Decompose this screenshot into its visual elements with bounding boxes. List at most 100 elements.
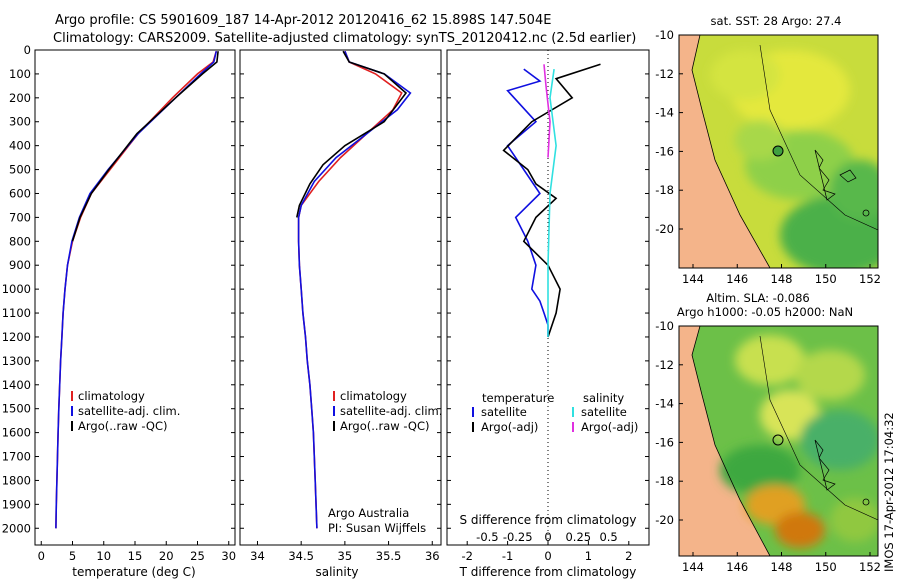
- map-x-tick-label: 144: [682, 272, 704, 286]
- sla-map-title-line-2: Argo h1000: -0.05 h2000: NaN: [677, 305, 853, 319]
- y-tick-label: 100: [9, 67, 31, 81]
- map-y-tick-label: -16: [655, 435, 674, 449]
- x-top-tick-label: -0.5: [476, 530, 498, 544]
- y-tick-label: 1200: [2, 330, 31, 344]
- y-tick-label: 300: [9, 115, 31, 129]
- y-tick-label: 600: [9, 186, 31, 200]
- argo-position-marker: [772, 434, 784, 446]
- x-tick-label: 15: [128, 549, 143, 563]
- map-x-tick-label: 148: [771, 272, 793, 286]
- series-line-climatology: [55, 50, 218, 529]
- sla-map-title-line-1: Altim. SLA: -0.086: [706, 291, 810, 305]
- y-tick-label: 1300: [2, 354, 31, 368]
- y-tick-label: 400: [9, 139, 31, 153]
- series-line-satellite: [547, 68, 557, 337]
- x-tick-label: 25: [190, 549, 205, 563]
- legend-label: satellite-adj. clim.: [340, 404, 442, 418]
- series-line-argo-raw-qc-: [296, 50, 408, 218]
- sla-map: Altim. SLA: -0.086 Argo h1000: -0.05 h20…: [655, 291, 881, 574]
- map-y-tick-label: -18: [655, 474, 674, 488]
- x-tick-label: 5: [69, 549, 76, 563]
- y-tick-label: 900: [9, 258, 31, 272]
- y-tick-label: 200: [9, 91, 31, 105]
- side-timestamp: IMOS 17-Apr-2012 17:04:32: [882, 412, 896, 572]
- x-tick-label: 0: [544, 549, 551, 563]
- plot-frame: [239, 49, 442, 546]
- legend-label: Argo(..raw -QC): [78, 419, 168, 433]
- map-y-tick-label: -20: [655, 222, 674, 236]
- series-line-argo-adj-: [543, 64, 551, 158]
- series-line-argo-raw-qc-: [71, 51, 219, 242]
- salinity-xlabel: salinity: [315, 565, 358, 579]
- salinity-panel: 34 34.5 35 35.5 36 climatologysatellite-adj. …: [239, 49, 442, 563]
- y-tick-label: 700: [9, 210, 31, 224]
- x-top-tick-label: 0.5: [599, 530, 617, 544]
- series-line-argo-adj-: [502, 63, 601, 338]
- map-y-tick-label: -12: [655, 67, 674, 81]
- map-y-tick-label: -18: [655, 183, 674, 197]
- y-tick-label: 1700: [2, 450, 31, 464]
- sst-map-title: sat. SST: 28 Argo: 27.4: [711, 14, 842, 28]
- map-y-tick-label: -20: [655, 513, 674, 527]
- legend-label: satellite-adj. clim.: [78, 404, 180, 418]
- legend-title: salinity: [583, 391, 624, 405]
- salinity-annotation-line-1: Argo Australia: [328, 506, 409, 520]
- legend-label: Argo(..raw -QC): [340, 419, 430, 433]
- x-tick-label: 20: [159, 549, 174, 563]
- x-tick-label: 30: [221, 549, 236, 563]
- y-tick-label: 1000: [2, 282, 31, 296]
- map-x-tick-label: 146: [726, 560, 748, 574]
- x-tick-label: 34: [250, 549, 265, 563]
- salinity-annotation-line-2: PI: Susan Wijffels: [328, 521, 426, 535]
- legend-title: temperature: [482, 391, 554, 405]
- x-tick-label: 2: [625, 549, 632, 563]
- map-y-tick-label: -10: [655, 28, 674, 42]
- x-tick-label: 10: [96, 549, 111, 563]
- x-tick-label: 1: [585, 549, 592, 563]
- difference-xlabel-top: S difference from climatology: [460, 513, 637, 527]
- map-x-tick-label: 144: [682, 560, 704, 574]
- map-x-tick-label: 150: [815, 272, 837, 286]
- x-tick-label: 35.5: [376, 549, 402, 563]
- y-tick-label: 1400: [2, 378, 31, 392]
- x-top-tick-label: -0.25: [503, 530, 533, 544]
- x-top-tick-label: 0.25: [565, 530, 591, 544]
- series-line-satellite-adj-clim-: [55, 51, 218, 529]
- y-tick-label: 800: [9, 234, 31, 248]
- x-top-tick-label: 0: [544, 530, 551, 544]
- difference-panel: -2 -1 0 1 2 -0.5 -0.25 0 0.25 0.5 temperature salin…: [446, 49, 650, 563]
- map-y-tick-label: -14: [655, 397, 674, 411]
- map-y-tick-label: -16: [655, 144, 674, 158]
- x-tick-label: -2: [461, 549, 472, 563]
- x-tick-label: 34.5: [288, 549, 314, 563]
- map-y-tick-label: -12: [655, 358, 674, 372]
- y-tick-label: 2000: [2, 521, 31, 535]
- legend-label: climatology: [340, 389, 407, 403]
- figure-title-line-1: Argo profile: CS 5901609_187 14-Apr-2012…: [55, 13, 551, 28]
- figure-title-line-2: Climatology: CARS2009. Satellite-adjuste…: [53, 31, 636, 46]
- legend-label: climatology: [78, 389, 145, 403]
- y-tick-label: 1100: [2, 306, 31, 320]
- x-tick-label: 36: [425, 549, 440, 563]
- map-y-tick-label: -14: [655, 106, 674, 120]
- difference-xlabel: T difference from climatology: [459, 565, 637, 579]
- series-line-satellite: [506, 68, 549, 337]
- sst-map: sat. SST: 28 Argo: 27.4 144 146 148 150 152 -…: [655, 14, 881, 286]
- legend-label: Argo(-adj): [481, 420, 538, 434]
- map-x-tick-label: 150: [815, 560, 837, 574]
- x-tick-label: 35: [338, 549, 353, 563]
- y-tick-label: 1500: [2, 402, 31, 416]
- y-tick-label: 1800: [2, 473, 31, 487]
- y-tick-label: 0: [24, 43, 31, 57]
- y-tick-label: 1600: [2, 426, 31, 440]
- map-x-tick-label: 152: [859, 272, 881, 286]
- legend-label: satellite: [481, 405, 527, 419]
- temperature-panel: 0 5 10 15 20 25 300100200300400500600700800900…: [2, 43, 236, 563]
- x-tick-label: 0: [38, 549, 45, 563]
- y-tick-label: 500: [9, 163, 31, 177]
- temperature-xlabel: temperature (deg C): [72, 565, 195, 579]
- map-x-tick-label: 146: [726, 272, 748, 286]
- x-tick-label: -1: [502, 549, 513, 563]
- series-line-satellite-adj-clim-: [297, 50, 412, 529]
